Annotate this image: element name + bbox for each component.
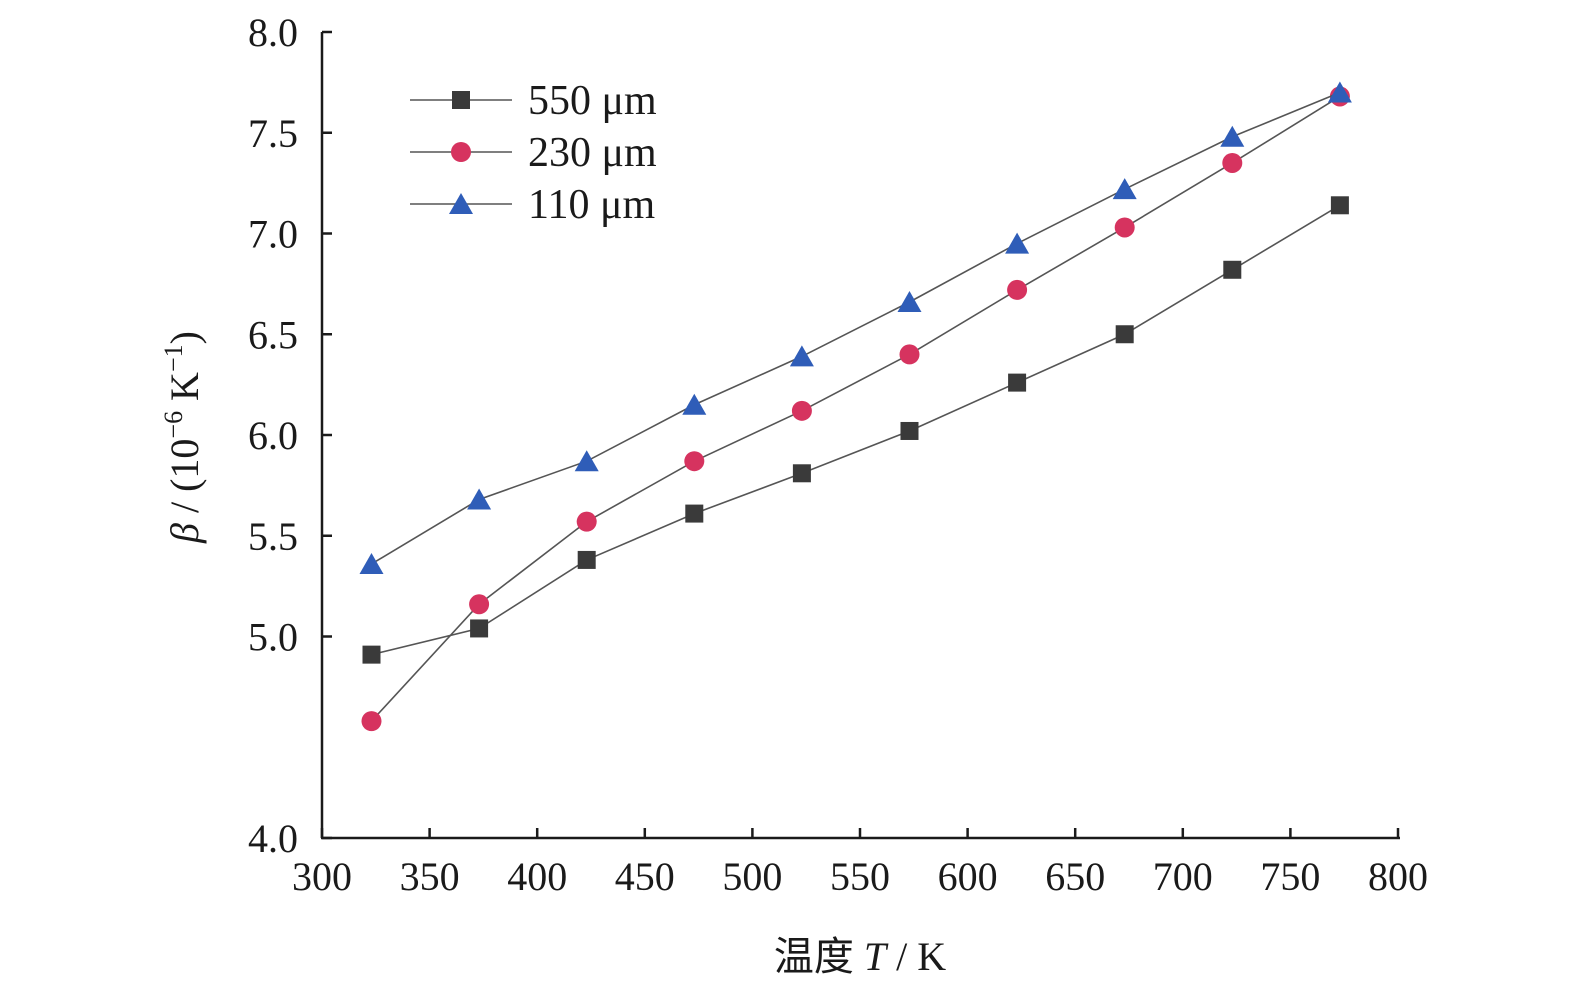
x-tick-label: 450 — [615, 854, 675, 899]
y-tick-label: 8.0 — [248, 10, 298, 55]
data-point-triangle — [1005, 232, 1030, 254]
legend-marker-square — [452, 91, 470, 109]
data-point-circle — [576, 511, 597, 532]
y-tick-label: 5.0 — [248, 615, 298, 660]
x-tick-label: 750 — [1260, 854, 1320, 899]
data-point-square — [470, 619, 489, 638]
y-tick-label: 6.0 — [248, 413, 298, 458]
data-point-triangle — [1112, 178, 1137, 200]
data-point-triangle — [789, 345, 814, 367]
x-tick-label: 650 — [1045, 854, 1105, 899]
data-point-triangle — [359, 552, 384, 574]
series-line — [370, 95, 1341, 722]
y-tick-label: 4.0 — [248, 816, 298, 861]
series-line — [371, 204, 1341, 656]
data-point-circle — [1222, 152, 1243, 173]
data-point-circle — [361, 711, 382, 732]
data-point-square — [1008, 373, 1027, 392]
legend-label: 110 μm — [528, 182, 655, 228]
data-point-triangle — [682, 393, 707, 415]
data-point-triangle — [574, 450, 599, 472]
data-point-square — [792, 464, 811, 483]
series-1 — [362, 196, 1349, 664]
y-axis-title: β / (10−6 K−1) — [159, 331, 207, 544]
x-tick-label: 400 — [507, 854, 567, 899]
data-point-triangle — [1220, 125, 1245, 147]
legend: 550 μm 230 μm 110 μm — [410, 78, 657, 228]
data-point-triangle — [1327, 81, 1352, 103]
x-tick-label: 800 — [1368, 854, 1428, 899]
legend-marker-circle — [451, 142, 471, 162]
data-point-square — [685, 504, 704, 523]
series-3 — [359, 81, 1352, 574]
data-point-circle — [1114, 217, 1135, 238]
x-ticks: 300 350 400 450 500 550 600 650 700 750 800 — [292, 828, 1428, 899]
legend-item: 110 μm — [410, 182, 655, 228]
data-point-square — [900, 421, 919, 440]
data-point-square — [1223, 260, 1242, 279]
series-2 — [361, 86, 1350, 732]
legend-label: 230 μm — [528, 130, 657, 176]
legend-label: 550 μm — [528, 78, 657, 124]
x-axis-title: 温度 T / K — [774, 934, 946, 979]
legend-item: 230 μm — [410, 130, 657, 176]
x-tick-label: 600 — [938, 854, 998, 899]
legend-item: 550 μm — [410, 78, 657, 124]
axes — [320, 32, 1400, 840]
data-point-circle — [469, 594, 490, 615]
y-ticks: 4.0 5.0 5.5 6.0 6.5 7.0 7.5 8.0 — [248, 10, 332, 861]
y-tick-label: 7.5 — [248, 111, 298, 156]
series-line — [371, 91, 1341, 565]
data-point-circle — [899, 344, 920, 365]
data-point-square — [362, 645, 381, 664]
series-layer — [359, 81, 1352, 732]
x-tick-label: 300 — [292, 854, 352, 899]
legend-marker-triangle — [449, 193, 473, 214]
data-point-circle — [684, 451, 705, 472]
data-point-square — [1115, 325, 1134, 344]
y-tick-label: 5.5 — [248, 514, 298, 559]
y-tick-label: 7.0 — [248, 212, 298, 257]
y-tick-label: 6.5 — [248, 312, 298, 357]
data-point-circle — [1007, 279, 1028, 300]
data-point-square — [577, 550, 596, 569]
data-point-square — [1330, 196, 1349, 215]
x-tick-label: 350 — [400, 854, 460, 899]
x-tick-label: 700 — [1153, 854, 1213, 899]
data-point-triangle — [897, 291, 922, 313]
x-tick-label: 550 — [830, 854, 890, 899]
data-point-triangle — [467, 488, 492, 510]
x-tick-label: 500 — [722, 854, 782, 899]
data-point-circle — [791, 400, 812, 421]
